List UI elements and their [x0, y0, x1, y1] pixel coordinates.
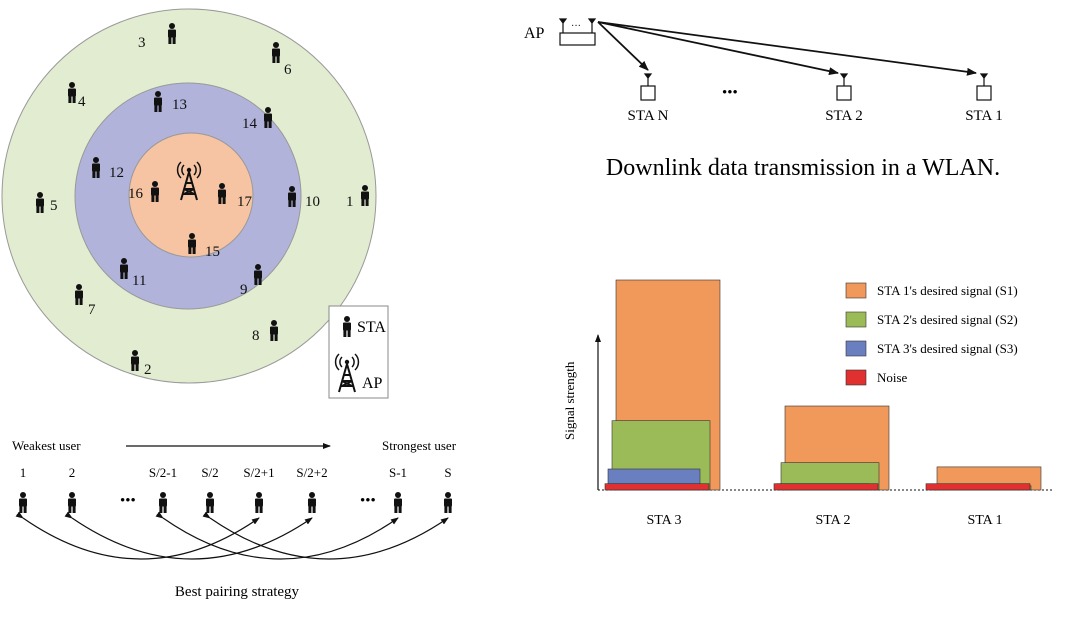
pair-arcs — [15, 511, 449, 560]
pair-user-label: S/2+1 — [243, 465, 274, 480]
pair-user-label: S/2-1 — [149, 465, 177, 480]
user-number-label: 17 — [237, 194, 253, 210]
user-number-label: 13 — [172, 97, 187, 113]
user-number-label: 14 — [242, 116, 258, 132]
x-tick-label: STA 1 — [967, 513, 1002, 528]
link-arrow-sta-1 — [597, 21, 977, 76]
ap-router-icon: ··· — [558, 18, 597, 46]
user-number-label: 8 — [252, 328, 260, 344]
x-tick-label: STA 3 — [646, 513, 681, 528]
x-tick-label: STA 2 — [815, 513, 850, 528]
y-axis-label: Signal strength — [562, 361, 577, 440]
legend-entry-label: STA 2's desired signal (S2) — [877, 312, 1018, 327]
user-number-label: 7 — [88, 302, 96, 318]
pair-user-label: S-1 — [389, 465, 407, 480]
pair-user-icon — [68, 492, 76, 513]
user-number-label: 10 — [305, 194, 320, 210]
station-icon — [836, 73, 852, 101]
station-icon — [640, 73, 656, 101]
pair-user-label: S — [444, 465, 451, 480]
pairing-diagram: Weakest user Strongest user 1 2 S/2-1 S/2 S/… — [12, 438, 457, 600]
station-icon — [976, 73, 992, 101]
legend-entry-label: STA 1's desired signal (S1) — [877, 283, 1018, 298]
pair-user-label: 1 — [20, 465, 27, 480]
weakest-user-label: Weakest user — [12, 438, 81, 453]
chart-legend: STA 1's desired signal (S1) STA 2's desir… — [845, 282, 1018, 386]
user-number-label: 11 — [132, 273, 146, 289]
user-number-label: 4 — [78, 94, 86, 110]
user-number-label: 5 — [50, 198, 58, 214]
station-label: STA 2 — [825, 108, 863, 124]
pair-users: 1 2 S/2-1 S/2 S/2+1 S/2+2 S-1 S ••• ••• — [19, 465, 452, 513]
legend-entry-label: Noise — [877, 370, 908, 385]
pairing-arc — [15, 511, 260, 560]
pair-user-label: S/2+2 — [296, 465, 327, 480]
pair-user-icon — [308, 492, 316, 513]
user-number-label: 9 — [240, 282, 248, 298]
svg-text:···: ··· — [571, 21, 581, 32]
chart-xlabels: STA 3 STA 2 STA 1 — [646, 513, 1002, 528]
user-number-label: 2 — [144, 362, 152, 378]
cell-legend: STA AP — [328, 305, 389, 399]
chart-bars — [604, 279, 1042, 491]
pair-user-icon — [159, 492, 167, 513]
legend-ap-label: AP — [362, 375, 383, 392]
pair-user-label: 2 — [69, 465, 76, 480]
pairing-caption: Best pairing strategy — [175, 584, 300, 600]
pair-user-icon — [255, 492, 263, 513]
chart-bar — [925, 483, 1031, 491]
link-arrow-sta-2 — [597, 21, 839, 76]
pairing-arc — [202, 511, 449, 560]
pair-ellipsis: ••• — [120, 493, 136, 509]
pair-user-icon — [206, 492, 214, 513]
signal-chart: Signal strength STA 3 STA 2 STA 1 STA 1's … — [562, 279, 1052, 528]
legend-swatch — [845, 369, 867, 386]
pairing-arc — [64, 511, 313, 560]
wlan-ap-label: AP — [524, 25, 545, 42]
strongest-user-label: Strongest user — [382, 438, 457, 453]
wlan-caption: Downlink data transmission in a WLAN. — [606, 155, 1000, 181]
link-arrow-sta-n — [597, 21, 649, 71]
pair-ellipsis: ••• — [360, 493, 376, 509]
legend-swatch — [845, 311, 867, 328]
user-number-label: 1 — [346, 194, 354, 210]
station-label: STA 1 — [965, 108, 1003, 124]
user-number-label: 12 — [109, 165, 124, 181]
user-number-label: 15 — [205, 244, 220, 260]
station-label: STA N — [628, 108, 669, 124]
wlan-ellipsis: ••• — [722, 85, 738, 101]
pair-user-icon — [19, 492, 27, 513]
chart-bar — [604, 483, 710, 491]
pair-user-icon — [444, 492, 452, 513]
user-number-label: 3 — [138, 35, 146, 51]
wlan-diagram: AP ··· STA N STA 2 STA 1 ••• Downlink data… — [524, 18, 1003, 181]
legend-swatch — [845, 282, 867, 299]
pair-user-icon — [394, 492, 402, 513]
user-number-label: 16 — [128, 186, 144, 202]
legend-entry-label: STA 3's desired signal (S3) — [877, 341, 1018, 356]
chart-bar — [773, 483, 879, 491]
wlan-stations: STA N STA 2 STA 1 — [628, 73, 1003, 124]
legend-box — [328, 305, 389, 399]
legend-swatch — [845, 340, 867, 357]
user-number-label: 6 — [284, 62, 292, 78]
legend-sta-label: STA — [357, 319, 386, 336]
pair-user-label: S/2 — [201, 465, 218, 480]
pairing-arc — [155, 511, 399, 560]
